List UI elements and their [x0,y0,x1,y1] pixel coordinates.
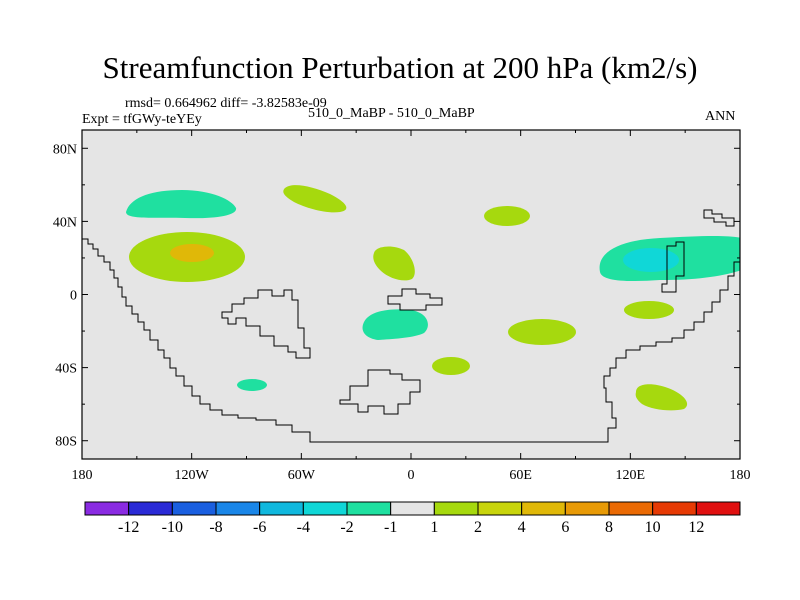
y-tick-label: 80N [53,142,77,157]
colorbar-box [303,502,347,515]
colorbar: -12 -10 -8 -6 -4 -2 -1 1 2 4 6 8 10 12 [85,502,740,536]
colorbar-box [434,502,478,515]
y-tick-label: 80S [55,435,77,450]
map-background [82,130,740,459]
y-tick-label: 40S [55,362,77,377]
colorbar-label: -1 [384,519,397,536]
colorbar-label: 4 [518,519,526,536]
colorbar-label: -10 [162,519,183,536]
colorbar-box [653,502,697,515]
colorbar-box [478,502,522,515]
feature-w-pacific-neg-core [623,248,679,272]
y-tick-label: 40N [53,215,77,230]
colorbar-label: 1 [430,519,438,536]
y-tick-label: 0 [70,289,77,304]
colorbar-box [522,502,566,515]
colorbar-label: -2 [340,519,353,536]
colorbar-label: 2 [474,519,482,536]
x-tick-label: 120E [616,468,646,483]
colorbar-box [172,502,216,515]
colorbar-box [609,502,653,515]
feature-s-ocean-neg [237,379,267,391]
x-tick-label: 60W [288,468,316,483]
colorbar-label: -6 [253,519,266,536]
x-tick-label: 180 [730,468,751,483]
colorbar-box [565,502,609,515]
figure: 180 120W 60W 0 60E 120E 180 80N40N040S80S -12-… [0,0,800,600]
colorbar-box [260,502,304,515]
colorbar-box [216,502,260,515]
x-tick-label: 60E [509,468,532,483]
colorbar-box [85,502,129,515]
colorbar-box [129,502,173,515]
x-tick-label: 120W [175,468,210,483]
colorbar-label: 10 [645,519,661,536]
feature-indian-ocean-pos [508,319,576,345]
colorbar-label: -12 [118,519,139,536]
x-tick-label: 0 [408,468,415,483]
colorbar-box [391,502,435,515]
colorbar-label: 12 [688,519,704,536]
colorbar-box [347,502,391,515]
colorbar-label: 6 [561,519,569,536]
feature-asia-pos [484,206,530,226]
feature-australia-pos [624,301,674,319]
feature-s-atlantic-pos [432,357,470,375]
feature-n-pacific-pos-core [170,244,214,262]
colorbar-label: -4 [297,519,310,536]
x-tick-label: 180 [72,468,93,483]
colorbar-label: 8 [605,519,613,536]
colorbar-box [696,502,740,515]
colorbar-label: -8 [209,519,222,536]
